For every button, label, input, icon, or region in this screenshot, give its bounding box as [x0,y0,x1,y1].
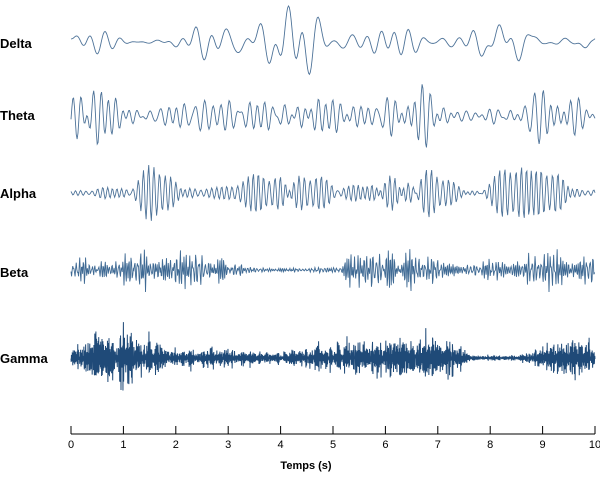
band-label-delta: Delta [0,36,33,51]
x-tick-label-5: 5 [330,439,336,451]
trace-beta [70,249,596,293]
trace-theta [70,84,596,148]
x-tick-label-9: 9 [540,439,546,451]
x-tick-label-4: 4 [278,439,284,451]
band-labels: Delta Theta Alpha Beta Gamma [0,36,48,366]
x-axis: 0 1 2 3 4 5 6 7 8 9 10 Temps (s) [68,426,600,472]
band-label-beta: Beta [0,265,29,280]
x-tick-label-10: 10 [589,439,600,451]
x-axis-title: Temps (s) [280,460,331,472]
x-tick-label-2: 2 [173,439,179,451]
band-traces [70,5,596,391]
x-tick-label-7: 7 [435,439,441,451]
trace-delta [70,5,596,76]
band-label-alpha: Alpha [0,186,37,201]
x-tick-label-8: 8 [487,439,493,451]
x-axis-ticks: 0 1 2 3 4 5 6 7 8 9 10 [68,426,600,451]
x-tick-label-0: 0 [68,439,74,451]
x-tick-label-3: 3 [225,439,231,451]
x-tick-label-1: 1 [120,439,126,451]
x-tick-label-6: 6 [382,439,388,451]
band-label-gamma: Gamma [0,351,48,366]
trace-alpha [70,164,596,221]
band-label-theta: Theta [0,108,35,123]
trace-gamma [70,322,596,391]
